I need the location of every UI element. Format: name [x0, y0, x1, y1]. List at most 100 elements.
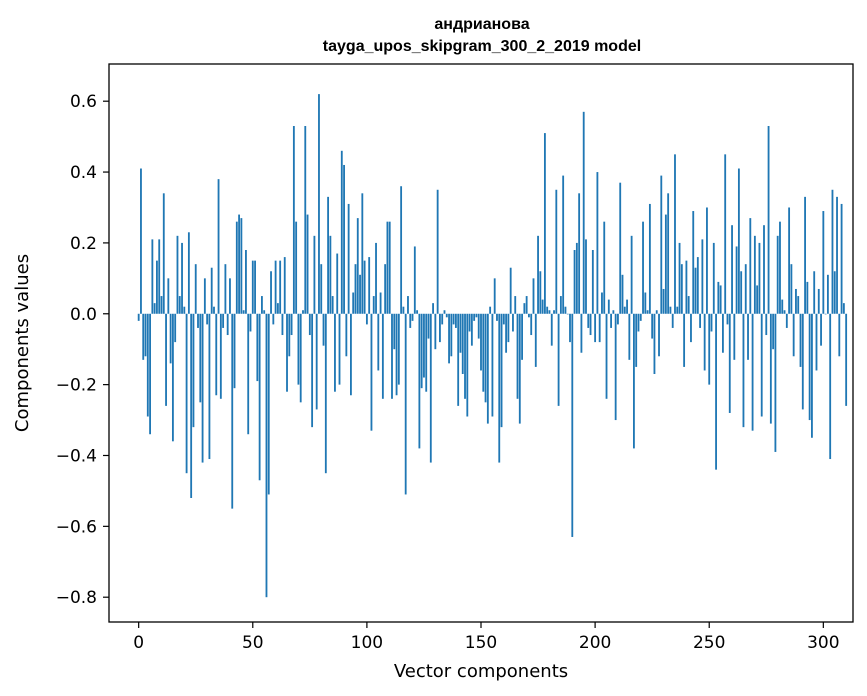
- bar-16: [174, 313, 177, 343]
- bar-151: [482, 313, 485, 392]
- bar-140: [457, 313, 460, 406]
- chart-title: андрианова: [434, 16, 529, 33]
- bar-209: [614, 313, 617, 421]
- bar-283: [783, 310, 786, 314]
- bar-286: [790, 264, 793, 314]
- bar-130: [434, 313, 437, 350]
- bar-56: [265, 313, 268, 598]
- bar-200: [594, 313, 597, 343]
- bar-132: [439, 313, 441, 343]
- bar-54: [261, 296, 263, 314]
- bar-129: [432, 303, 434, 314]
- bar-82: [324, 313, 327, 474]
- bar-261: [733, 313, 736, 360]
- bar-182: [553, 310, 555, 314]
- bar-85: [331, 296, 334, 314]
- bar-148: [475, 313, 478, 318]
- bar-204: [603, 221, 606, 314]
- bar-279: [774, 313, 777, 452]
- bar-273: [760, 313, 763, 417]
- bar-32: [210, 267, 213, 314]
- bar-195: [582, 111, 585, 314]
- bar-166: [516, 313, 519, 399]
- bar-70: [297, 313, 300, 385]
- bar-249: [706, 207, 708, 314]
- bar-81: [322, 313, 325, 346]
- bar-164: [512, 313, 514, 332]
- x-tick-label: 150: [465, 633, 497, 653]
- bar-49: [249, 313, 252, 332]
- bar-141: [459, 313, 462, 353]
- bar-73: [304, 126, 307, 314]
- bar-289: [797, 296, 800, 314]
- bar-180: [548, 310, 551, 314]
- bar-227: [655, 310, 658, 314]
- bar-234: [671, 313, 674, 328]
- bar-133: [441, 313, 444, 325]
- bar-40: [229, 278, 231, 314]
- bar-52: [256, 313, 259, 382]
- bar-277: [769, 313, 772, 424]
- bar-282: [781, 299, 784, 314]
- bar-184: [557, 313, 560, 406]
- bar-218: [635, 313, 638, 367]
- bar-105: [377, 313, 380, 371]
- bar-219: [637, 313, 640, 332]
- bar-202: [598, 313, 601, 343]
- bar-109: [386, 221, 389, 314]
- bar-154: [489, 306, 492, 314]
- bar-114: [397, 313, 400, 385]
- y-tick-label: −0.6: [56, 517, 97, 537]
- bar-9: [158, 239, 161, 314]
- bar-255: [719, 285, 722, 314]
- bar-87: [336, 253, 339, 314]
- bar-174: [534, 313, 537, 367]
- bar-206: [607, 299, 610, 314]
- bar-192: [575, 242, 578, 314]
- bar-230: [662, 288, 665, 314]
- bar-162: [507, 313, 510, 343]
- bar-170: [525, 296, 528, 314]
- bar-88: [338, 313, 341, 385]
- bar-7: [153, 303, 156, 314]
- bar-121: [413, 246, 416, 314]
- bar-309: [842, 303, 845, 314]
- bar-1: [140, 168, 142, 314]
- bar-80: [320, 264, 323, 314]
- chart-subtitle: tayga_upos_skipgram_300_2_2019 model: [323, 38, 641, 55]
- bar-41: [231, 313, 234, 509]
- bar-175: [537, 235, 539, 314]
- bar-197: [587, 313, 590, 328]
- y-tick-label: −0.4: [56, 446, 97, 466]
- bar-76: [311, 313, 314, 428]
- bar-48: [247, 313, 250, 435]
- bar-108: [384, 264, 387, 314]
- bar-62: [279, 260, 282, 314]
- bar-149: [477, 313, 480, 339]
- bar-264: [740, 271, 743, 314]
- bar-75: [308, 313, 311, 336]
- bar-72: [302, 310, 304, 314]
- bar-4: [146, 313, 149, 417]
- bar-207: [610, 313, 612, 328]
- bar-288: [795, 288, 797, 314]
- bar-39: [226, 313, 229, 336]
- bar-291: [801, 313, 804, 410]
- x-tick-label: 300: [807, 633, 839, 653]
- bar-156: [493, 278, 496, 314]
- bar-95: [354, 264, 357, 314]
- bar-260: [731, 225, 733, 314]
- bar-102: [370, 313, 373, 431]
- bar-90: [343, 164, 345, 314]
- bar-167: [518, 313, 521, 424]
- bar-252: [712, 242, 715, 314]
- bar-306: [836, 196, 838, 314]
- bar-157: [496, 313, 498, 321]
- y-tick-label: 0.4: [70, 163, 97, 183]
- bar-84: [329, 235, 332, 314]
- bar-43: [235, 221, 238, 314]
- bar-47: [245, 250, 247, 314]
- bar-10: [160, 296, 163, 314]
- bar-144: [466, 313, 469, 417]
